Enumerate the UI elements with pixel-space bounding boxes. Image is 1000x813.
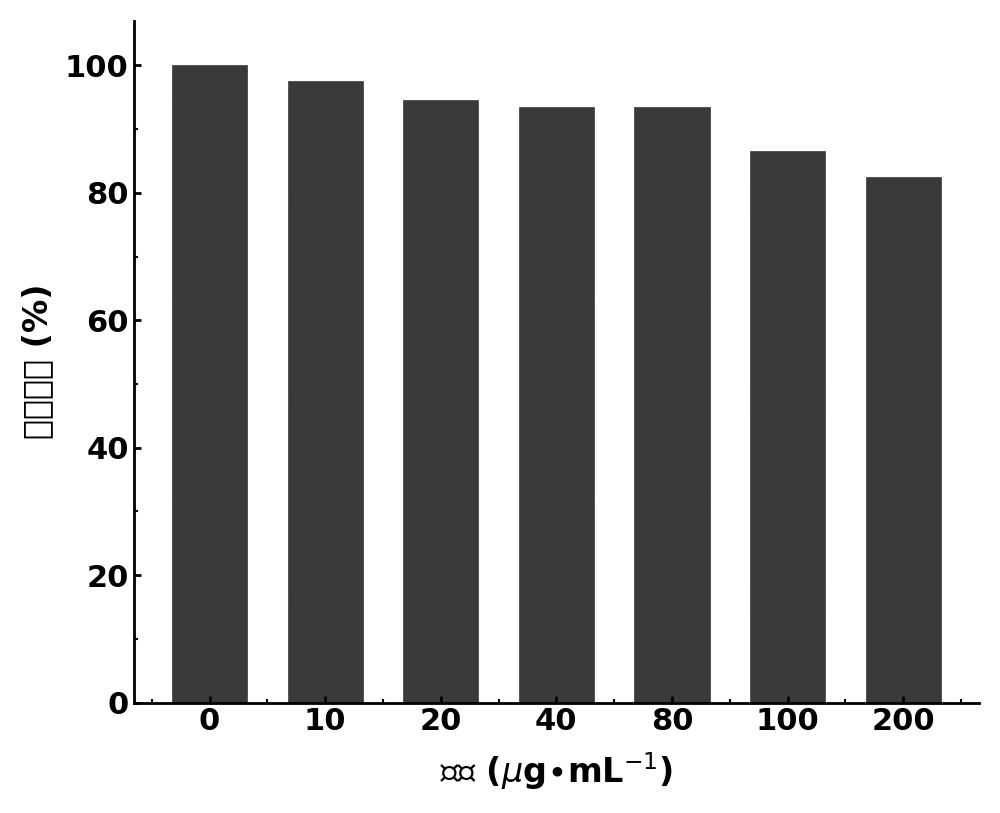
X-axis label: 浓度 ($\mu$g$\bullet$mL$^{-1}$): 浓度 ($\mu$g$\bullet$mL$^{-1}$)	[440, 750, 673, 792]
Bar	[403, 101, 478, 702]
Bar	[634, 107, 710, 702]
Y-axis label: 细胞活力 (%): 细胞活力 (%)	[21, 284, 54, 440]
Bar	[750, 151, 825, 702]
Bar	[519, 107, 594, 702]
Bar	[866, 177, 941, 702]
Bar	[288, 81, 363, 702]
Bar	[172, 65, 247, 702]
